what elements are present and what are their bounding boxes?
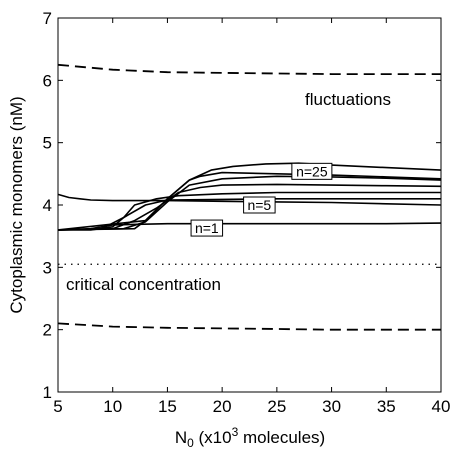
x-axis-label-sup: 3 bbox=[232, 425, 239, 439]
series-line-3 bbox=[57, 191, 441, 231]
y-tick-label: 6 bbox=[43, 71, 52, 90]
series-line-8 bbox=[57, 193, 442, 206]
series-label: n=5 bbox=[247, 197, 271, 213]
y-tick-label: 4 bbox=[43, 196, 52, 215]
y-tick-label: 2 bbox=[43, 321, 52, 340]
y-tick-label: 1 bbox=[43, 383, 52, 402]
x-tick-label: 15 bbox=[158, 397, 177, 416]
fluctuation-bound-line-2 bbox=[57, 322, 441, 331]
x-axis-label: N0 (x103 molecules) bbox=[175, 425, 325, 450]
x-tick-label: 5 bbox=[53, 397, 62, 416]
series-label-box bbox=[190, 219, 224, 237]
fluctuation-bound-line-1 bbox=[57, 63, 441, 75]
y-tick-label: 7 bbox=[43, 9, 52, 28]
annotation-fluctuations: fluctuations bbox=[305, 90, 391, 109]
ticks: 5 10 15 20 25 30 35 40 1 2 3 4 5 6 7 bbox=[43, 9, 451, 416]
x-tick-label: 40 bbox=[432, 397, 451, 416]
x-axis-label-pre: (x10 bbox=[194, 428, 232, 447]
x-tick-label: 25 bbox=[267, 397, 286, 416]
series-line-7 bbox=[57, 162, 442, 231]
series-lines bbox=[57, 63, 442, 331]
x-axis-label-main: N bbox=[175, 428, 187, 447]
series-label: n=25 bbox=[296, 163, 328, 179]
y-tick-label: 3 bbox=[43, 258, 52, 277]
y-axis-label: Cytoplasmic monomers (nM) bbox=[7, 96, 26, 313]
x-tick-label: 10 bbox=[103, 397, 122, 416]
series-label: n=1 bbox=[195, 220, 219, 236]
x-tick-label: 35 bbox=[377, 397, 396, 416]
series-label-box bbox=[291, 162, 333, 180]
series-line-5 bbox=[57, 175, 442, 231]
y-tick-label: 5 bbox=[43, 134, 52, 153]
series-line-6 bbox=[57, 171, 442, 231]
x-axis-label-sub: 0 bbox=[187, 436, 194, 450]
x-tick-label: 30 bbox=[322, 397, 341, 416]
series-label-box bbox=[243, 196, 276, 214]
x-tick-label: 20 bbox=[213, 397, 232, 416]
series-labels: n=25 n=5 n=1 bbox=[190, 162, 333, 237]
annotation-critical-concentration: critical concentration bbox=[66, 275, 221, 294]
x-axis-label-post: molecules) bbox=[238, 428, 325, 447]
